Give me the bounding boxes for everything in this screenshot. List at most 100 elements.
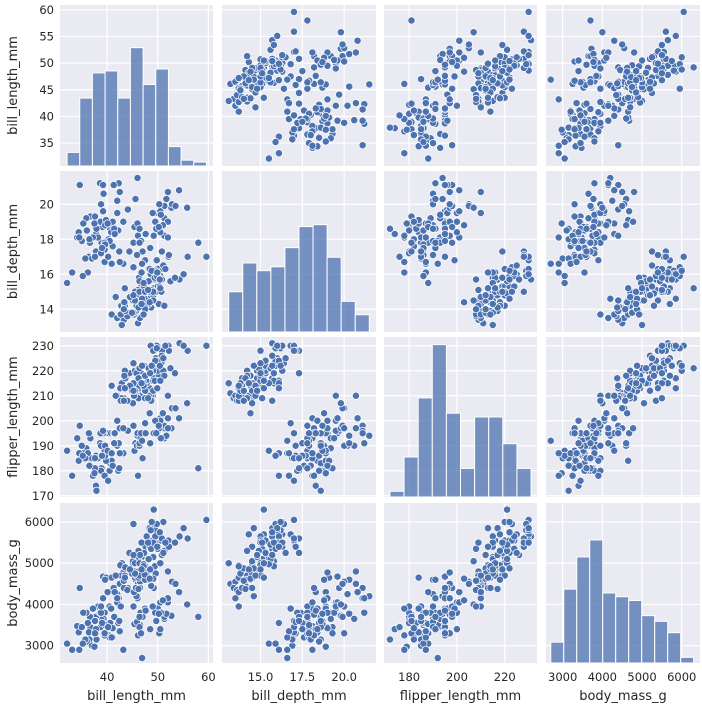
scatter-point (612, 91, 621, 100)
scatter-point (648, 282, 656, 291)
scatter-point (554, 449, 563, 458)
scatter-point (343, 101, 352, 110)
histogram-bar (155, 68, 169, 167)
scatter-point (135, 238, 144, 247)
scatter-point (92, 486, 101, 495)
scatter-point (590, 179, 599, 188)
scatter-point (572, 258, 581, 266)
y-tick-label: 55 (39, 29, 54, 43)
histogram-bar (180, 159, 195, 167)
histogram-bar (488, 416, 504, 498)
scatter-point (524, 524, 533, 533)
histogram-bar (460, 467, 476, 498)
scatter-point (163, 188, 172, 196)
scatter-point (146, 625, 155, 634)
y-axis-label: body_mass_g (6, 539, 21, 627)
scatter-point (175, 414, 184, 423)
scatter-point (677, 53, 686, 62)
scatter-point (570, 237, 579, 245)
scatter-point (407, 616, 416, 625)
scatter-point (633, 361, 642, 370)
scatter-point (409, 635, 418, 644)
scatter-point (202, 515, 211, 524)
scatter-point (285, 99, 293, 108)
scatter-point (441, 230, 449, 238)
scatter-point (602, 409, 611, 418)
scatter-point (120, 284, 129, 293)
scatter-point (244, 565, 253, 574)
scatter-point (622, 221, 631, 230)
scatter-point (586, 78, 595, 87)
scatter-point (448, 84, 457, 93)
y-tick-label: 210 (32, 389, 54, 403)
scatter-point (305, 629, 313, 638)
scatter-point (409, 624, 418, 633)
scatter-point (146, 369, 155, 378)
histogram-bar (270, 266, 286, 333)
scatter-point (295, 616, 303, 625)
scatter-point (424, 279, 433, 287)
scatter-point (679, 252, 688, 261)
scatter-point (298, 117, 307, 126)
scatter-point (138, 654, 147, 663)
scatter-point (77, 623, 86, 632)
scatter-point (336, 600, 345, 609)
y-axis-label: flipper_length_mm (6, 356, 21, 477)
scatter-point (258, 69, 267, 78)
scatter-point (345, 609, 354, 618)
scatter-point (417, 75, 426, 84)
scatter-point (316, 441, 325, 450)
subplot-flipper_length_mm-vs-bill_depth_mm (222, 337, 376, 497)
scatter-point (138, 259, 147, 268)
scatter-point (110, 612, 119, 621)
scatter-point (156, 559, 165, 568)
scatter-point (163, 414, 172, 423)
scatter-point (345, 439, 354, 448)
scatter-point (117, 321, 126, 329)
scatter-point (472, 576, 480, 585)
x-tick-label: 5000 (627, 670, 656, 684)
scatter-point (570, 76, 579, 85)
scatter-point (295, 89, 303, 97)
scatter-point (251, 571, 260, 580)
scatter-point (562, 226, 571, 235)
scatter-point (554, 149, 563, 158)
scatter-point (365, 431, 374, 440)
scatter-point (316, 616, 325, 625)
scatter-point (400, 79, 409, 88)
scatter-point (353, 36, 362, 45)
histogram-bar (91, 72, 106, 167)
scatter-point (318, 421, 327, 430)
scatter-point (148, 602, 157, 611)
scatter-point (657, 369, 666, 378)
subplot-bill_depth_mm-vs-flipper_length_mm (384, 171, 537, 332)
scatter-point (495, 546, 504, 555)
scatter-point (409, 131, 418, 140)
scatter-point (632, 300, 641, 308)
scatter-point (624, 456, 633, 465)
scatter-point (171, 202, 180, 210)
scatter-point (592, 71, 601, 80)
histogram-bar (502, 443, 518, 498)
scatter-point (125, 247, 134, 256)
scatter-point (421, 233, 430, 242)
scatter-point (610, 36, 619, 45)
scatter-point (239, 94, 248, 103)
scatter-point (175, 588, 184, 597)
scatter-point (283, 107, 292, 116)
scatter-point (407, 238, 416, 247)
scatter-point (115, 627, 124, 636)
scatter-point (248, 399, 257, 408)
scatter-point (400, 631, 409, 640)
scatter-point (244, 530, 253, 539)
scatter-point (488, 321, 497, 329)
scatter-point (554, 95, 563, 104)
scatter-point (323, 95, 332, 104)
scatter-point (469, 296, 478, 305)
scatter-point (560, 279, 569, 287)
scatter-point (152, 256, 161, 265)
scatter-point (625, 207, 634, 216)
scatter-point (333, 116, 342, 125)
scatter-point (107, 449, 116, 458)
histogram-bar (474, 416, 490, 498)
